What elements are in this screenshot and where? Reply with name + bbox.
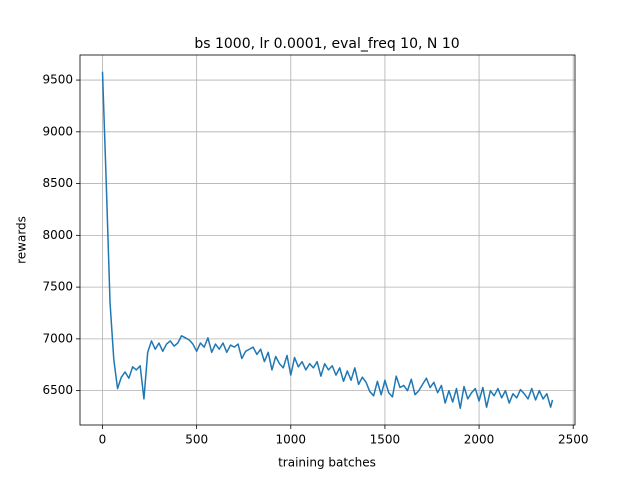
x-tick-label: 2000 [464, 433, 495, 447]
y-tick-label: 6500 [42, 383, 73, 397]
x-axis-label: training batches [278, 456, 376, 470]
y-tick-label: 9000 [42, 124, 73, 138]
y-tick-label: 8000 [42, 228, 73, 242]
chart-title: bs 1000, lr 0.0001, eval_freq 10, N 10 [194, 36, 459, 52]
y-tick-label: 8500 [42, 176, 73, 190]
y-tick-label: 9500 [42, 73, 73, 87]
x-tick-label: 1500 [370, 433, 401, 447]
y-tick-label: 7500 [42, 280, 73, 294]
x-tick-label: 1000 [276, 433, 307, 447]
x-tick-label: 2500 [558, 433, 589, 447]
y-axis-label: rewards [15, 216, 29, 264]
x-tick-label: 0 [99, 433, 107, 447]
x-tick-label: 500 [185, 433, 208, 447]
y-tick-label: 7000 [42, 331, 73, 345]
data-line [101, 71, 554, 409]
plot-frame [79, 54, 576, 426]
